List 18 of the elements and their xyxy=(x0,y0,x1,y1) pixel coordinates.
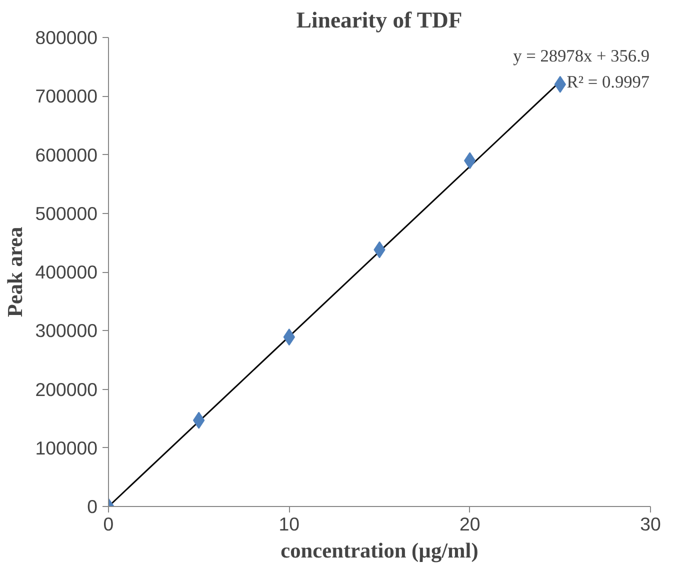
y-axis-title: Peak area xyxy=(3,226,28,318)
y-tick-label: 300000 xyxy=(35,320,98,342)
x-tick-label: 0 xyxy=(103,514,114,534)
annotation: y = 28978x + 356.9 xyxy=(513,46,650,66)
y-tick-label: 700000 xyxy=(35,86,98,107)
x-axis-title: concentration (µg/ml) xyxy=(280,538,478,562)
y-tick-label: 800000 xyxy=(35,27,98,48)
x-tick-label: 20 xyxy=(459,514,480,534)
x-tick-label: 10 xyxy=(278,514,300,534)
y-tick-label: 500000 xyxy=(35,202,98,224)
y-tick-label: 400000 xyxy=(35,262,98,282)
y-tick-label: 600000 xyxy=(35,144,98,166)
y-tick-label: 0 xyxy=(87,496,98,517)
annotation: R² = 0.9997 xyxy=(566,72,650,92)
chart-title: Linearity of TDF xyxy=(296,8,462,32)
y-tick-label: 100000 xyxy=(35,437,98,458)
y-tick-label: 200000 xyxy=(35,378,98,400)
x-tick-label: 30 xyxy=(640,514,661,534)
